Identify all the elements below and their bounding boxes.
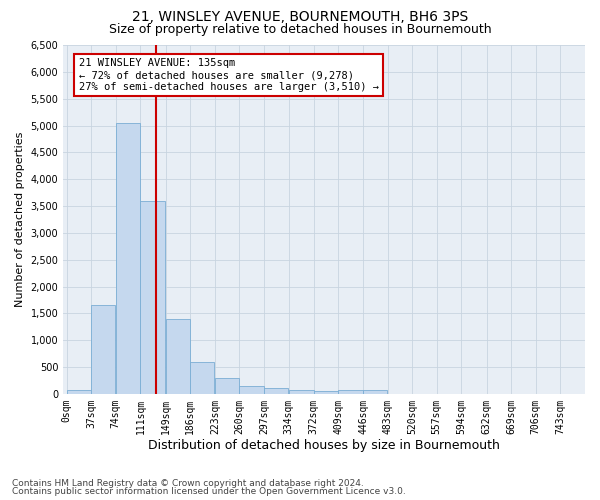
Text: Contains HM Land Registry data © Crown copyright and database right 2024.: Contains HM Land Registry data © Crown c…	[12, 478, 364, 488]
Text: 21, WINSLEY AVENUE, BOURNEMOUTH, BH6 3PS: 21, WINSLEY AVENUE, BOURNEMOUTH, BH6 3PS	[132, 10, 468, 24]
Bar	[239, 386, 263, 394]
Text: 21 WINSLEY AVENUE: 135sqm
← 72% of detached houses are smaller (9,278)
27% of se: 21 WINSLEY AVENUE: 135sqm ← 72% of detac…	[79, 58, 379, 92]
Bar	[289, 390, 314, 394]
Bar	[91, 306, 115, 394]
Text: Contains public sector information licensed under the Open Government Licence v3: Contains public sector information licen…	[12, 487, 406, 496]
Bar	[116, 123, 140, 394]
Bar	[314, 391, 338, 394]
Bar	[166, 318, 190, 394]
Text: Size of property relative to detached houses in Bournemouth: Size of property relative to detached ho…	[109, 22, 491, 36]
X-axis label: Distribution of detached houses by size in Bournemouth: Distribution of detached houses by size …	[148, 440, 500, 452]
Bar	[190, 362, 214, 394]
Y-axis label: Number of detached properties: Number of detached properties	[15, 132, 25, 307]
Bar	[338, 390, 362, 394]
Bar	[363, 390, 387, 394]
Bar	[215, 378, 239, 394]
Bar	[264, 388, 288, 394]
Bar	[67, 390, 91, 394]
Bar	[140, 200, 166, 394]
